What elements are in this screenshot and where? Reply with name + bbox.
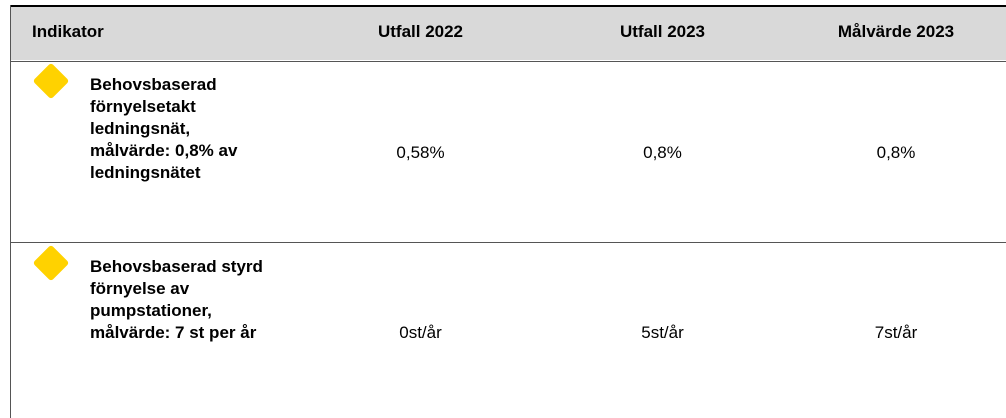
table-border	[10, 5, 11, 418]
header-cell: Utfall 2023	[619, 22, 706, 41]
header-cell: Utfall 2022	[377, 22, 464, 41]
header-cell: Indikator	[32, 22, 104, 41]
header-cell: Målvärde 2023	[837, 22, 955, 41]
status-icon	[32, 62, 70, 100]
header-row	[10, 5, 1006, 60]
cell: 0,8%	[876, 143, 916, 162]
cell: 0,8%	[643, 143, 682, 162]
cell: 0,58%	[396, 143, 445, 162]
cell: 7st/år	[874, 323, 918, 342]
status-icon	[32, 244, 70, 282]
cell: 0st/år	[399, 323, 442, 342]
row-separator	[10, 242, 1006, 243]
cell: 5st/år	[641, 323, 684, 342]
row-separator	[10, 61, 1006, 62]
indicator-text: Behovsbaserad förnyelsetakt ledningsnät,…	[90, 75, 238, 182]
indicator-text: Behovsbaserad styrd förnyelse av pumpsta…	[90, 257, 263, 342]
